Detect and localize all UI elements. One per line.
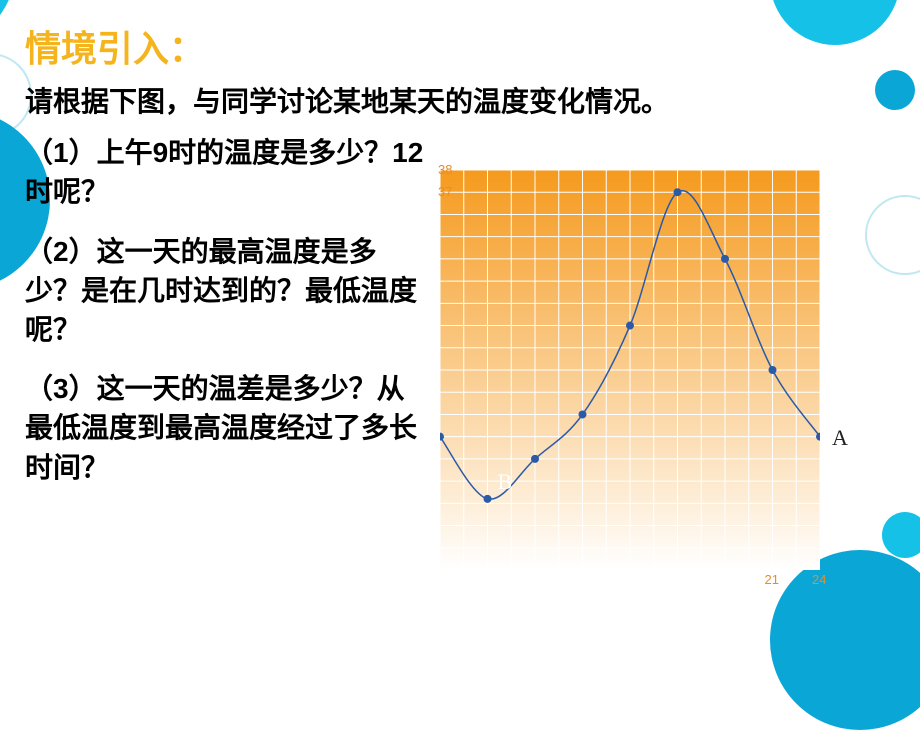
- intro-text: 请根据下图，与同学讨论某地某天的温度变化情况。: [25, 82, 895, 121]
- slide-container: 情境引入： 请根据下图，与同学讨论某地某天的温度变化情况。 （1）上午9时的温度…: [0, 0, 920, 690]
- section-title: 情境引入：: [25, 20, 895, 72]
- chart-label-b: B: [498, 469, 513, 495]
- x-axis-label: 21: [765, 572, 779, 587]
- y-axis-label: 37: [438, 184, 452, 199]
- chart-svg: [440, 170, 820, 570]
- question-1: （1）上午9时的温度是多少？12时呢？: [25, 133, 425, 211]
- temperature-chart: 37382124AB: [440, 170, 820, 570]
- x-axis-label: 24: [812, 572, 826, 587]
- y-axis-label: 38: [438, 162, 452, 177]
- questions-block: （1）上午9时的温度是多少？12时呢？ （2）这一天的最高温度是多少？是在几时达…: [25, 133, 425, 487]
- question-2: （2）这一天的最高温度是多少？是在几时达到的？最低温度呢？: [25, 232, 425, 350]
- chart-label-a: A: [832, 425, 848, 451]
- question-3: （3）这一天的温差是多少？从最低温度到最高温度经过了多长时间？: [25, 369, 425, 487]
